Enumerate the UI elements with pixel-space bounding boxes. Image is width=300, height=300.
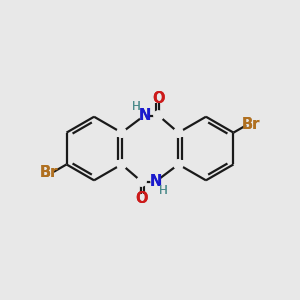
Text: N: N bbox=[138, 108, 151, 123]
Text: Br: Br bbox=[40, 166, 58, 181]
Text: H: H bbox=[132, 100, 141, 113]
Circle shape bbox=[174, 160, 183, 169]
Text: H: H bbox=[132, 100, 141, 113]
Text: Br: Br bbox=[40, 166, 58, 181]
Circle shape bbox=[137, 177, 146, 186]
Text: O: O bbox=[152, 91, 165, 106]
Text: O: O bbox=[152, 91, 165, 106]
Text: H: H bbox=[159, 184, 168, 197]
Circle shape bbox=[151, 177, 160, 186]
Text: N: N bbox=[149, 174, 162, 189]
Text: Br: Br bbox=[242, 117, 260, 132]
Circle shape bbox=[117, 128, 126, 137]
Circle shape bbox=[154, 111, 163, 120]
Text: N: N bbox=[138, 108, 151, 123]
Text: H: H bbox=[159, 184, 168, 197]
Circle shape bbox=[117, 160, 126, 169]
Circle shape bbox=[140, 111, 149, 120]
Text: O: O bbox=[135, 191, 148, 206]
Text: Br: Br bbox=[242, 117, 260, 132]
Text: O: O bbox=[135, 191, 148, 206]
Circle shape bbox=[174, 128, 183, 137]
Text: N: N bbox=[149, 174, 162, 189]
